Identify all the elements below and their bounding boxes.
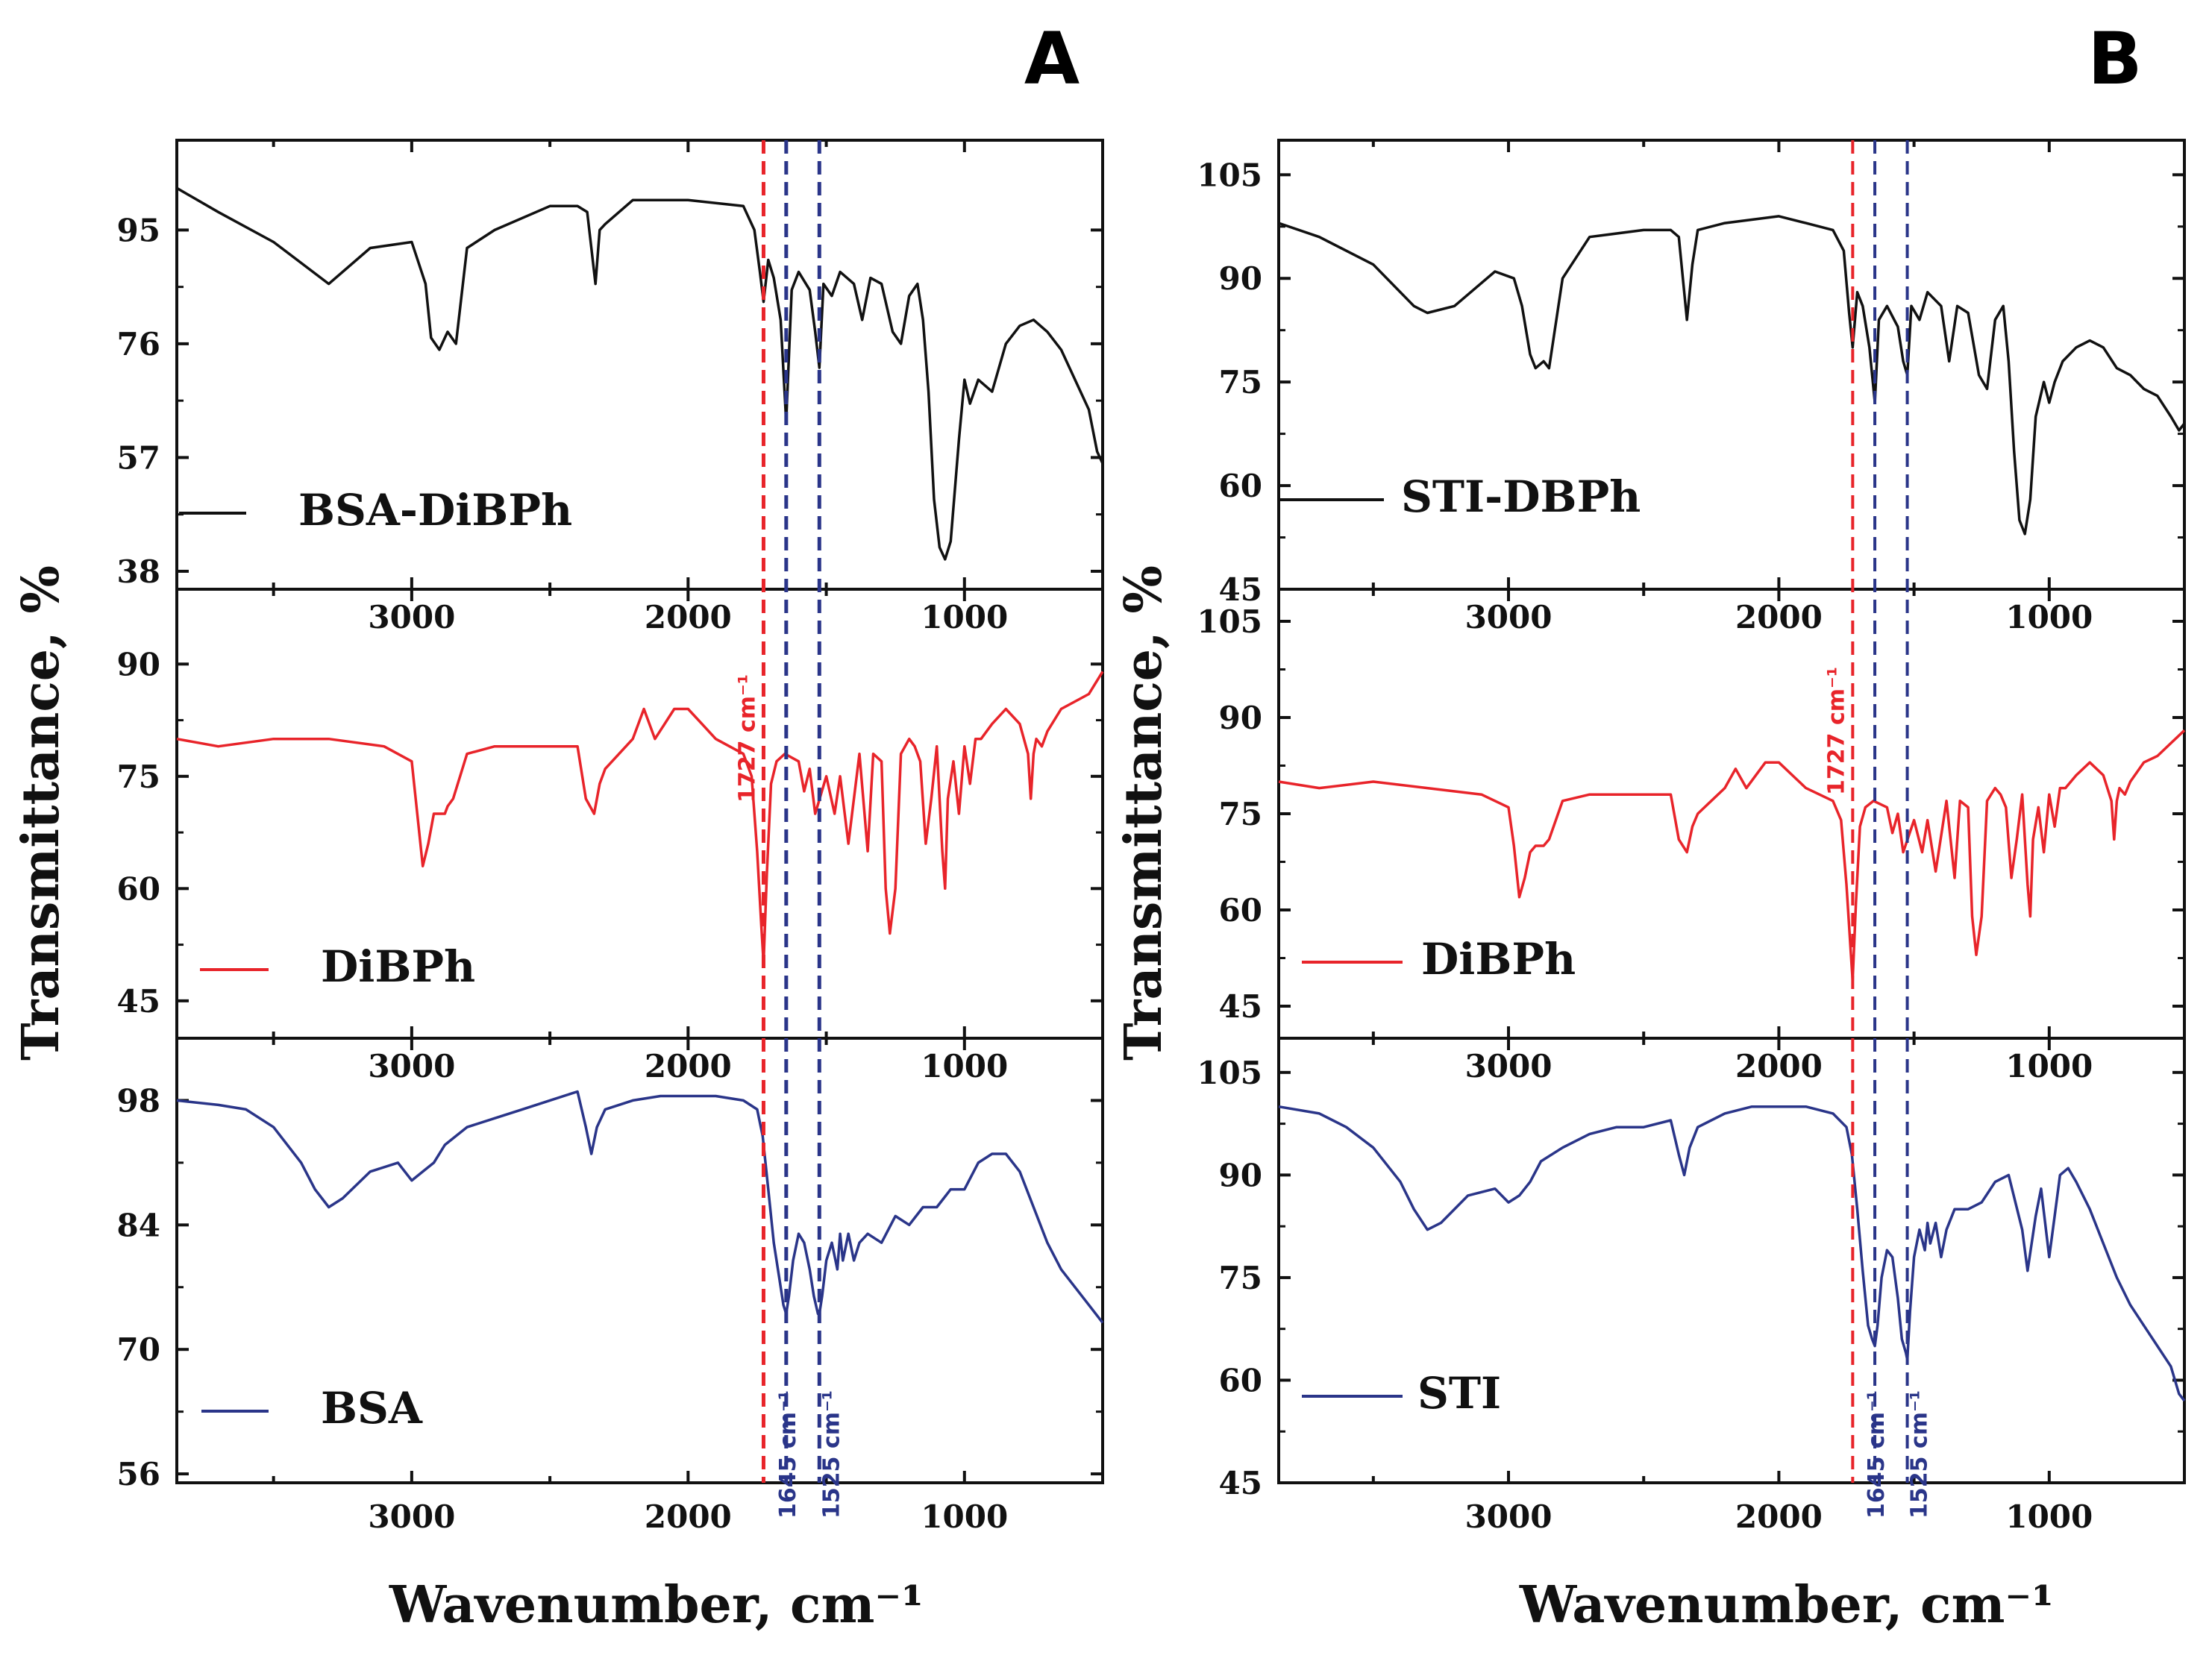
y-tick-label: 75 [1219, 1260, 1262, 1296]
spectrum-line-dibph [1278, 729, 2186, 982]
legend-label: STI [1417, 1368, 1501, 1419]
subplot-dibph: 45 60 75 90 3000 2000 1000 DiBPh [117, 588, 1104, 1084]
y-tick-label: 45 [1219, 1465, 1262, 1501]
panel-b: B Transmittance, % Wavenumber, cm⁻¹ 45 60 75 9… [1114, 17, 2186, 1635]
legend-label: BSA [321, 1383, 423, 1434]
x-tick-label: 2000 [1735, 599, 1823, 635]
y-tick-label: 75 [1219, 364, 1262, 401]
y-tick-label: 45 [1219, 571, 1262, 608]
subplot-bsa: 56 70 84 98 3000 2000 1000 BSA [117, 1037, 1104, 1535]
reference-line-label: 1525 cm⁻¹ [818, 1390, 845, 1519]
x-tick-label: 3000 [368, 1048, 455, 1084]
y-tick-label: 90 [1219, 700, 1262, 736]
x-tick-label: 3000 [1465, 599, 1553, 635]
x-tick-label: 3000 [1465, 1498, 1553, 1535]
x-tick-label: 1000 [921, 1498, 1008, 1535]
x-tick-label: 3000 [1465, 1048, 1553, 1084]
y-tick-label: 75 [1219, 796, 1262, 832]
reference-line-label: 1727 cm⁻¹ [734, 674, 760, 803]
subplot-sti-dbph: 45 60 75 90 105 3000 2000 1000 STI-DBPh [1197, 139, 2186, 635]
x-tick-label: 1000 [921, 1048, 1008, 1084]
y-tick-label: 98 [117, 1082, 160, 1119]
spectrum-line-sti-dbph [1278, 215, 2186, 536]
subplot-sti: 45 60 75 90 105 3000 2000 1000 STI [1197, 1037, 2186, 1535]
subplot-bsa-dibph: 38 57 76 95 3000 2000 1000 BSA-DiBPh [117, 139, 1104, 635]
x-tick-label: 2000 [1735, 1498, 1823, 1535]
x-tick-label: 1000 [921, 599, 1008, 635]
reference-line-label: 1727 cm⁻¹ [1823, 667, 1849, 795]
x-axis-label: Wavenumber, cm⁻¹ [389, 1575, 924, 1635]
subplot-dibph: 45 60 75 90 105 3000 2000 1000 DiBPh [1197, 588, 2186, 1084]
spectrum-line-sti [1278, 1105, 2186, 1402]
y-tick-label: 76 [117, 326, 160, 362]
x-tick-label: 3000 [368, 1498, 455, 1535]
x-tick-label: 1000 [2005, 1048, 2093, 1084]
x-tick-label: 3000 [368, 599, 455, 635]
y-tick-label: 60 [1219, 892, 1262, 929]
legend-label: STI-DBPh [1401, 471, 1641, 522]
legend-label: DiBPh [1421, 934, 1576, 985]
x-tick-label: 2000 [645, 1048, 732, 1084]
y-axis-label: Transmittance, % [1114, 565, 1174, 1061]
y-tick-label: 45 [117, 983, 160, 1020]
y-tick-label: 60 [1219, 468, 1262, 504]
y-tick-label: 90 [1219, 260, 1262, 297]
x-tick-label: 1000 [2005, 1498, 2093, 1535]
y-tick-label: 60 [117, 870, 160, 907]
y-tick-label: 105 [1197, 603, 1262, 640]
y-tick-label: 45 [1219, 988, 1262, 1025]
x-axis-label: Wavenumber, cm⁻¹ [1519, 1575, 2054, 1635]
spectrum-line-bsa-dibph [176, 186, 1104, 561]
reference-line-label: 1645 cm⁻¹ [1864, 1390, 1890, 1519]
y-tick-label: 75 [117, 759, 160, 795]
reference-line-label: 1525 cm⁻¹ [1907, 1390, 1933, 1519]
y-tick-label: 95 [117, 212, 160, 248]
y-tick-label: 38 [117, 553, 160, 590]
panel-letter: B [2087, 17, 2142, 101]
y-tick-label: 70 [117, 1331, 160, 1368]
y-tick-label: 56 [117, 1456, 160, 1492]
y-tick-label: 60 [1219, 1362, 1262, 1398]
y-tick-label: 90 [117, 646, 160, 682]
subplot-frame [175, 588, 1104, 1040]
y-tick-label: 105 [1197, 1055, 1262, 1091]
x-tick-label: 2000 [1735, 1048, 1823, 1084]
x-tick-label: 2000 [645, 1498, 732, 1535]
y-tick-label: 57 [117, 439, 160, 476]
x-tick-label: 2000 [645, 599, 732, 635]
y-tick-label: 105 [1197, 157, 1262, 193]
spectrum-line-dibph [176, 671, 1104, 965]
panel-a: A Transmittance, % Wavenumber, cm⁻¹ 38 57 76 9… [11, 17, 1104, 1635]
subplot-frame [1277, 1037, 2186, 1484]
spectrum-line-bsa [176, 1090, 1104, 1324]
panel-letter: A [1024, 17, 1080, 101]
reference-line-label: 1645 cm⁻¹ [775, 1390, 801, 1519]
y-tick-label: 90 [1219, 1157, 1262, 1193]
legend-label: BSA-DiBPh [298, 485, 572, 536]
legend-label: DiBPh [321, 941, 475, 992]
y-axis-label: Transmittance, % [11, 565, 71, 1061]
x-tick-label: 1000 [2005, 599, 2093, 635]
y-tick-label: 84 [117, 1207, 160, 1243]
subplot-frame [175, 1037, 1104, 1484]
